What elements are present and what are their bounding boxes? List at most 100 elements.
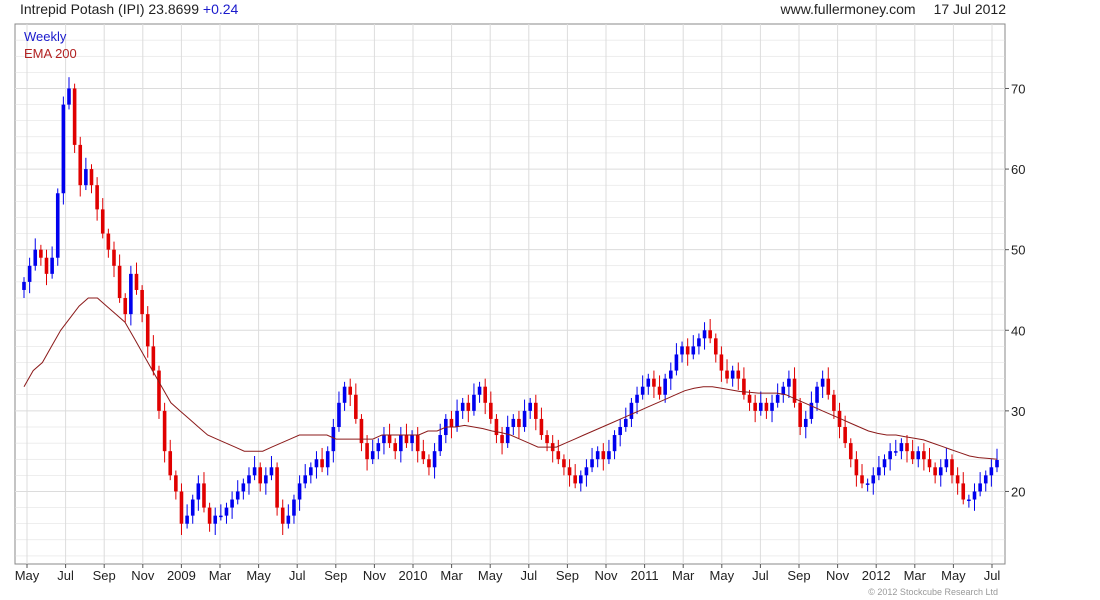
candle [258, 462, 263, 492]
candle [944, 447, 949, 473]
candle-body [877, 467, 881, 476]
candle-body [871, 475, 876, 484]
candle-body [500, 435, 504, 444]
candle-body [472, 394, 476, 411]
candle [938, 459, 943, 487]
candle-body [556, 451, 561, 460]
candle [708, 318, 712, 344]
candle [826, 367, 831, 400]
candle-body [972, 491, 977, 500]
candle-body [432, 451, 437, 468]
x-tick-label: Sep [556, 568, 579, 583]
candle [539, 407, 544, 440]
candle [309, 462, 313, 484]
candle-body [758, 402, 763, 411]
grid [15, 24, 1005, 564]
x-tick-label: Sep [324, 568, 347, 583]
candle-body [95, 185, 99, 210]
candle-body [33, 249, 38, 266]
candle [292, 494, 296, 524]
candle [280, 499, 285, 535]
x-tick-label: Sep [93, 568, 116, 583]
candle-body [174, 475, 178, 492]
candle [680, 341, 684, 363]
candle [129, 265, 133, 326]
candle [663, 373, 667, 403]
candle-body [668, 370, 673, 379]
candle-body [477, 386, 482, 395]
candle-body [123, 298, 128, 315]
candle [404, 423, 409, 448]
x-tick-label: Nov [131, 568, 155, 583]
candle-body [663, 378, 667, 395]
candle-body [348, 386, 353, 395]
x-tick-label: May [246, 568, 271, 583]
candle-body [922, 451, 926, 460]
candle-body [944, 459, 949, 468]
candle [697, 333, 701, 355]
candle-body [185, 515, 189, 524]
candle-body [213, 515, 218, 524]
candle-body [893, 451, 898, 453]
candle [601, 443, 606, 471]
candle-body [72, 88, 77, 145]
candle-body [455, 410, 459, 427]
candle [775, 383, 780, 408]
candle [320, 447, 324, 473]
candle [67, 77, 71, 110]
candle [787, 370, 791, 398]
candle-body [84, 169, 88, 186]
candle-body [207, 507, 212, 524]
candle [157, 365, 161, 419]
candle-body [989, 467, 994, 476]
x-tick-label: Jul [289, 568, 306, 583]
candle-body [691, 346, 696, 355]
candle-body [117, 265, 122, 299]
candle [55, 188, 60, 266]
candle-body [112, 249, 116, 266]
candle-body [61, 104, 66, 194]
candle [365, 435, 369, 471]
candle-body [719, 354, 724, 371]
x-tick-label: 2011 [631, 568, 659, 583]
candle [978, 472, 982, 497]
candle [747, 389, 752, 411]
candle [972, 483, 977, 511]
chart-title: Intrepid Potash (IPI) 23.8699 +0.24 [20, 1, 238, 17]
candle [39, 244, 43, 266]
website-label[interactable]: www.fullermoney.com [780, 1, 916, 17]
candle-body [179, 491, 184, 524]
candle-body [697, 338, 701, 347]
candle-body [730, 370, 735, 379]
candle [494, 414, 499, 444]
candle-body [466, 402, 471, 411]
candle-body [809, 402, 814, 419]
candle-body [264, 475, 268, 484]
candle [286, 504, 291, 529]
candle [736, 362, 741, 390]
candle [460, 397, 465, 419]
candle-body [162, 410, 167, 452]
candle-body [528, 402, 532, 411]
candle [348, 378, 353, 407]
candle-body [674, 354, 679, 371]
candle-body [612, 435, 617, 452]
candle [78, 136, 83, 197]
candle-body [399, 435, 403, 452]
candle-body [742, 378, 746, 395]
candle [792, 367, 797, 408]
candle-body [359, 418, 364, 444]
candle [517, 410, 521, 439]
plot-frame [14, 23, 1006, 565]
candle [927, 447, 932, 473]
candle-body [770, 402, 774, 411]
candle-body [269, 467, 274, 476]
candle [410, 430, 414, 452]
candle [922, 443, 926, 471]
candle-body [601, 451, 606, 460]
candle [652, 370, 656, 398]
candle-body [618, 426, 622, 436]
candle [230, 491, 234, 519]
candle [483, 378, 487, 415]
candle-body [438, 435, 442, 452]
